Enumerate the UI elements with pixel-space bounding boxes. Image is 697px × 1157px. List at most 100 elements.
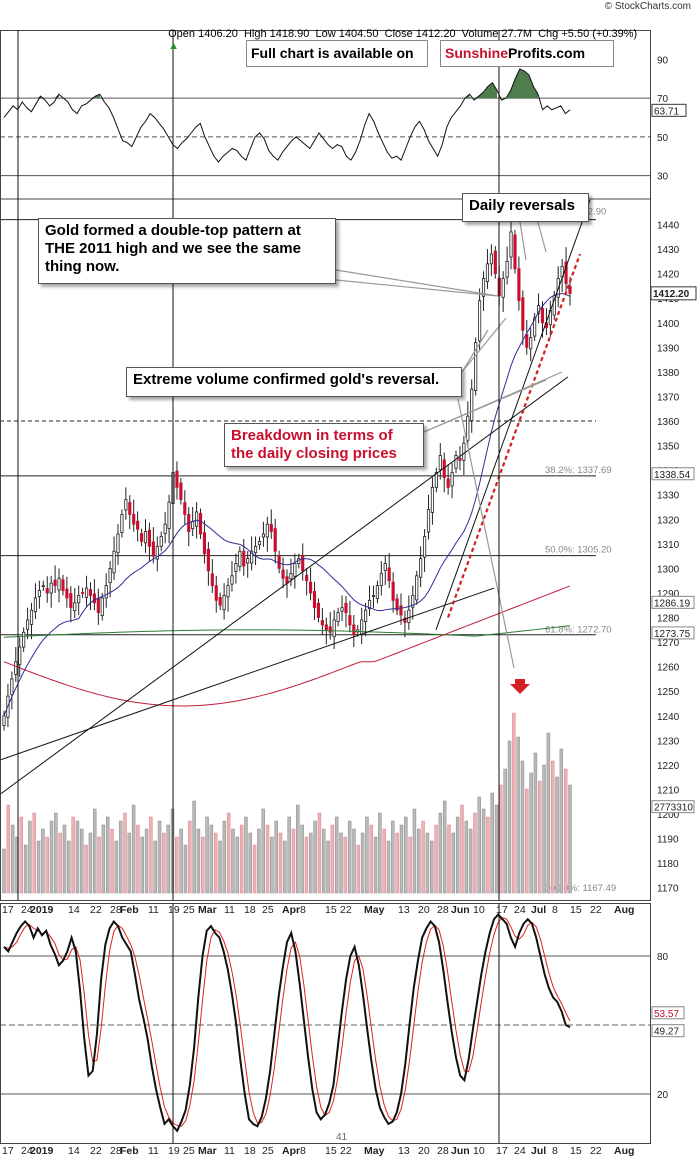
fib-label: 100.0%: 1167.49 <box>545 883 616 894</box>
candle-body <box>37 590 41 597</box>
candle-body <box>77 595 81 604</box>
volume-bar <box>309 832 313 894</box>
price-candle <box>501 271 505 312</box>
price-candle <box>513 229 517 274</box>
price-candle <box>371 585 376 609</box>
rsi-tick-label: 30 <box>657 172 669 183</box>
volume-bar <box>23 844 28 894</box>
price-candle <box>65 576 69 608</box>
price-tick-label: 1270 <box>657 638 680 649</box>
volume-bar <box>67 840 71 894</box>
candle-body <box>269 523 273 532</box>
profits-text: Profits.com <box>508 45 586 61</box>
volume-bar <box>153 840 157 894</box>
stoch-x-axis-label: 25 <box>262 1145 274 1157</box>
price-candle <box>301 543 305 581</box>
price-tag: 1338.54 <box>651 467 695 481</box>
price-candle <box>202 520 207 564</box>
stoch-x-axis-label: 11 <box>148 1145 159 1157</box>
x-axis-label: 8 <box>552 904 558 916</box>
stoch-x-axis-label: Jul <box>531 1145 546 1157</box>
stoch-x-axis-label: 15 <box>325 1145 337 1157</box>
price-candle <box>92 579 96 611</box>
ma-red-line <box>3 585 571 707</box>
price-candle <box>167 494 171 544</box>
volume-bar <box>352 828 356 894</box>
x-axis-label: 25 <box>183 904 195 916</box>
full-chart-label: Full chart is available on <box>246 40 428 67</box>
price-candle <box>33 583 38 620</box>
volume-bar <box>460 804 464 894</box>
price-candle <box>132 499 136 532</box>
candle-body <box>22 631 26 648</box>
volume-bar <box>136 824 140 894</box>
candle-body <box>230 575 234 585</box>
candle-body <box>564 261 568 284</box>
x-axis-label: Apr <box>282 904 300 916</box>
rsi-tick-label: 50 <box>657 133 669 144</box>
price-candle <box>316 598 321 623</box>
candle-body <box>69 593 73 609</box>
volume-bar <box>296 804 300 894</box>
price-candle <box>139 528 144 547</box>
price-candle <box>419 546 423 588</box>
price-candle <box>253 536 258 565</box>
ma-blue-line <box>3 292 571 716</box>
volume-bar <box>265 824 270 894</box>
full-chart-notice[interactable]: Full chart is available on SunshineProfi… <box>246 40 614 68</box>
volume-bar <box>88 832 93 894</box>
candle-body <box>61 579 65 591</box>
candle-body <box>242 550 246 567</box>
price-candle <box>395 593 399 616</box>
volume-bar <box>45 836 49 894</box>
candle-body <box>92 593 96 604</box>
candle-body <box>336 612 340 622</box>
stoch-value-tag: 53.57 <box>651 1006 685 1020</box>
price-candle <box>151 527 155 564</box>
x-axis-label: 13 <box>398 904 410 916</box>
volume-bar <box>41 828 45 894</box>
price-candle <box>234 553 238 584</box>
volume-bar <box>412 808 417 894</box>
volume-bar <box>322 828 326 894</box>
price-candle <box>269 509 273 539</box>
price-candle <box>450 462 454 499</box>
axes: 1717242420192019141422222828FebFeb111119… <box>0 30 651 1157</box>
x-axis-label: 22 <box>590 904 602 916</box>
candle-body <box>489 253 493 265</box>
candle-body <box>265 523 269 538</box>
volume-bar <box>196 828 201 894</box>
candle-body <box>100 597 104 616</box>
x-axis-label: 11 <box>224 904 235 916</box>
price-candle <box>344 595 348 628</box>
candle-body <box>293 563 297 577</box>
volume-bar <box>542 764 546 894</box>
rsi-panel: 90 70 50 30 63.71 <box>0 55 687 183</box>
volume-bar <box>188 820 192 894</box>
price-tick-label: 1420 <box>657 270 680 281</box>
candle-body <box>14 661 18 675</box>
volume-bar <box>49 820 54 894</box>
price-tick-label: 1220 <box>657 761 680 772</box>
stoch-x-axis-label: May <box>364 1145 385 1157</box>
candle-body <box>348 615 352 626</box>
candle-body <box>324 624 328 631</box>
price-tick-label: 1290 <box>657 589 680 600</box>
candle-body <box>458 457 462 461</box>
price-tag-value: 1286.19 <box>654 598 691 609</box>
volume-bar <box>162 832 166 894</box>
price-candle <box>367 585 372 617</box>
sunshine-profits-link[interactable]: SunshineProfits.com <box>440 40 614 67</box>
price-candle <box>328 612 332 640</box>
candle-body <box>65 588 69 599</box>
volume-bar <box>205 816 209 894</box>
volume-bar <box>330 824 335 894</box>
candle-body <box>395 598 399 611</box>
price-candle <box>517 256 521 311</box>
volume-bar <box>6 804 11 894</box>
stoch-x-axis-label: 28 <box>437 1145 449 1157</box>
trendline-steep <box>435 199 591 630</box>
x-axis-label: Feb <box>120 904 139 916</box>
price-candle <box>163 511 167 544</box>
candle-body <box>568 286 572 294</box>
